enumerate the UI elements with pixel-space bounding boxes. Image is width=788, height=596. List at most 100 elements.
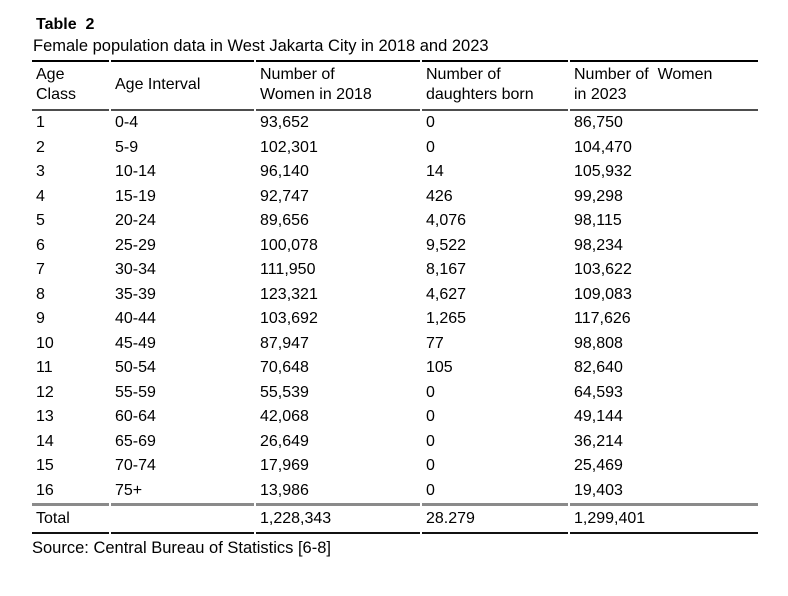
table-cell: 26,649	[260, 432, 309, 450]
table-row: 12 55-59 55,539 0 64,593	[32, 381, 758, 406]
table-cell: 98,808	[574, 334, 623, 352]
table-cell: 4	[36, 187, 45, 205]
total-daughters-born: 28.279	[422, 506, 568, 534]
table-cell: 7	[36, 261, 45, 278]
table-row: 2 5-9 102,301 0 104,470	[32, 136, 758, 161]
table-cell: 35-39	[115, 285, 156, 303]
col-header-line: Age Interval	[115, 76, 201, 93]
table-cell: 0	[426, 432, 435, 450]
col-header-line: daughters born	[426, 86, 534, 103]
table-cell: 75+	[111, 479, 254, 506]
population-table: Age Class Age Interval Number of Women i…	[30, 60, 760, 534]
table-cell: 0	[426, 457, 435, 474]
table-cell: 5-9	[115, 138, 139, 156]
table-cell: 55-59	[115, 383, 156, 401]
table-cell: 12	[36, 383, 54, 401]
col-header-line: Age	[36, 66, 65, 83]
table-cell: 102,301	[260, 138, 318, 156]
table-cell: 4,627	[426, 285, 467, 303]
table-cell: 9,522	[426, 236, 467, 254]
header-row: Age Class Age Interval Number of Women i…	[32, 60, 758, 111]
total-row: Total 1,228,343 28.279 1,299,401	[32, 506, 758, 534]
table-cell: 25-29	[115, 236, 156, 254]
table-cell: 82,640	[574, 359, 623, 376]
col-header-daughters-born: Number of daughters born	[422, 60, 568, 111]
table-cell: 89,656	[260, 212, 309, 229]
table-cell: 111,950	[260, 261, 316, 278]
table-cell: 92,747	[260, 187, 309, 205]
table-row: 7 30-34 111,950 8,167 103,622	[32, 258, 758, 283]
table-cell: 15-19	[115, 187, 156, 205]
table-cell: 103,692	[260, 310, 318, 327]
col-header-line: Class	[36, 86, 77, 103]
table-cell: 1	[36, 114, 45, 131]
table-row: 14 65-69 26,649 0 36,214	[32, 430, 758, 455]
table-cell: 426	[426, 187, 453, 205]
table-cell: 25,469	[574, 457, 623, 474]
table-cell: 19,403	[570, 479, 758, 506]
table-row: 3 10-14 96,140 14 105,932	[32, 160, 758, 185]
col-header-women-2023: Number of Women in 2023	[570, 60, 758, 111]
col-header-line: Number of Women	[574, 66, 713, 83]
table-cell: 13	[36, 408, 54, 425]
table-cell: 96,140	[260, 163, 309, 180]
table-cell: 65-69	[115, 432, 156, 450]
table-cell: 30-34	[115, 261, 156, 278]
table-cell: 105,932	[574, 163, 632, 180]
table-title: Table 2	[36, 16, 95, 33]
source-note: Source: Central Bureau of Statistics [6-…	[32, 539, 331, 557]
table-cell: 17,969	[260, 457, 309, 474]
table-cell: 60-64	[115, 408, 156, 425]
table-cell: 104,470	[574, 138, 632, 156]
table-cell: 11	[36, 359, 53, 376]
total-women-2023: 1,299,401	[570, 506, 758, 534]
table-cell: 50-54	[115, 359, 156, 376]
table-caption: Female population data in West Jakarta C…	[33, 37, 489, 55]
table-cell: 70-74	[115, 457, 156, 474]
table-row: 11 50-54 70,648 105 82,640	[32, 356, 758, 381]
table-cell: 0	[422, 479, 568, 506]
table-cell: 0	[426, 138, 435, 156]
col-header-line: Number of	[260, 66, 335, 83]
table-cell: 123,321	[260, 285, 318, 303]
table-cell: 0	[426, 383, 435, 401]
table-cell: 16	[32, 479, 109, 506]
col-header-age-class: Age Class	[32, 60, 109, 111]
table-cell: 0-4	[115, 114, 139, 131]
table-cell: 10-14	[115, 163, 156, 180]
table-cell: 6	[36, 236, 45, 254]
total-age-interval-empty	[111, 506, 254, 534]
table-cell: 77	[426, 334, 444, 352]
table-cell: 14	[36, 432, 54, 450]
table-row: 4 15-19 92,747 426 99,298	[32, 185, 758, 210]
table-cell: 1,265	[426, 310, 467, 327]
table-cell: 0	[426, 114, 435, 131]
table-cell: 3	[36, 163, 45, 180]
table-cell: 93,652	[260, 114, 309, 131]
table-row: 5 20-24 89,656 4,076 98,115	[32, 209, 758, 234]
table-cell: 109,083	[574, 285, 632, 303]
table-cell: 20-24	[115, 212, 156, 229]
table-cell: 100,078	[260, 236, 318, 254]
table-cell: 2	[36, 138, 45, 156]
table-cell: 49,144	[574, 408, 623, 425]
table-cell: 0	[426, 408, 435, 425]
table-cell: 10	[36, 334, 54, 352]
table-cell: 40-44	[115, 310, 156, 327]
table-row: 1 0-4 93,652 0 86,750	[32, 111, 758, 136]
table-cell: 98,234	[574, 236, 623, 254]
table-cell: 55,539	[260, 383, 309, 401]
table-cell: 87,947	[260, 334, 309, 352]
col-header-line: Number of	[426, 66, 501, 83]
table-body: 1 0-4 93,652 0 86,750 2 5-9 102,301 0 104,470 3 10-…	[32, 111, 758, 506]
table-cell: 105	[426, 359, 453, 376]
page: Table 2 Female population data in West J…	[30, 16, 760, 557]
table-cell: 70,648	[260, 359, 309, 376]
table-cell: 5	[36, 212, 45, 229]
table-cell: 36,214	[574, 432, 623, 450]
table-cell: 86,750	[574, 114, 623, 131]
col-header-line: Women in 2018	[260, 86, 372, 103]
col-header-age-interval: Age Interval	[111, 60, 254, 111]
table-cell: 15	[36, 457, 54, 474]
table-cell: 4,076	[426, 212, 467, 229]
